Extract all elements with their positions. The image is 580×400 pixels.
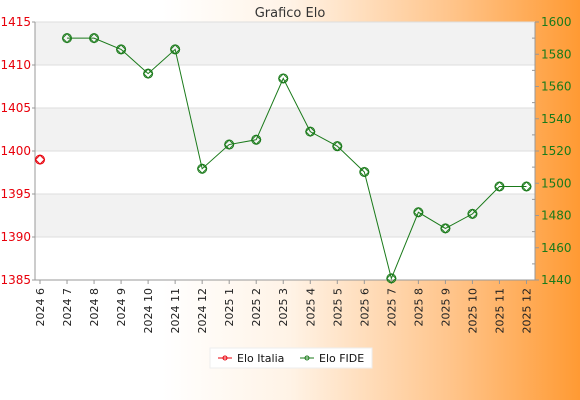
plot-band [35,108,535,151]
data-point-diamond [223,139,235,150]
right-tick-label: 1560 [541,80,572,94]
right-tick-label: 1520 [541,144,572,158]
right-tick-label: 1580 [541,47,572,61]
plot-band [35,22,535,65]
data-point-diamond [142,68,154,79]
x-tick-label: 2025 2 [250,288,263,327]
x-tick-label: 2025 11 [493,288,506,334]
x-tick-label: 2024 10 [142,288,155,334]
data-point-diamond [440,223,451,234]
x-tick-label: 2024 8 [88,288,101,327]
data-point-diamond [61,32,73,44]
x-tick-label: 2025 8 [412,288,425,327]
legend-box [209,347,373,369]
data-point-diamond [494,181,505,192]
x-tick-label: 2025 10 [466,288,479,334]
left-tick-label: 1410 [0,58,31,72]
right-tick-label: 1540 [541,112,572,126]
right-tick-label: 1480 [541,209,572,223]
plot-band [35,237,535,280]
left-tick-label: 1390 [0,230,31,244]
chart-title: Grafico Elo [255,6,326,21]
series-line [67,37,527,280]
x-tick-label: 2024 6 [34,288,47,327]
x-tick-label: 2024 12 [196,288,209,334]
legend-label: Elo FIDE [319,352,364,365]
x-tick-label: 2025 4 [304,288,317,327]
data-point-diamond [278,73,289,84]
right-tick-label: 1440 [541,273,572,287]
data-point-diamond [467,208,478,220]
legend-marker [304,355,310,361]
x-tick-label: 2025 5 [331,288,344,327]
data-point-diamond [251,134,262,145]
x-tick-label: 2025 7 [385,288,398,327]
right-tick-label: 1460 [541,241,572,255]
data-point-diamond [196,163,208,174]
left-tick-label: 1395 [0,187,31,201]
left-tick-label: 1385 [0,273,31,287]
x-tick-label: 2024 7 [61,288,74,327]
data-point-diamond [386,273,397,284]
data-point-diamond [359,166,370,178]
data-point-diamond [34,154,46,165]
legend-marker [222,355,228,361]
x-tick-label: 2024 9 [115,288,128,327]
right-tick-label: 1500 [541,176,572,190]
plot-band [35,151,535,194]
data-point-diamond [169,44,181,55]
plot-band [35,65,535,108]
left-tick-label: 1400 [0,144,31,158]
data-point-diamond [305,126,316,137]
data-point-diamond [332,140,343,152]
data-point-diamond [413,207,424,218]
right-tick-label: 1600 [541,15,572,29]
x-tick-label: 2024 11 [169,288,182,334]
x-tick-label: 2025 3 [277,288,290,327]
left-tick-label: 1415 [0,15,31,29]
data-point-diamond [521,181,532,192]
data-point-diamond [88,32,100,44]
plot-band [35,194,535,237]
x-tick-label: 2025 12 [520,288,533,334]
x-tick-label: 2025 9 [439,288,452,327]
data-point-diamond [115,44,127,55]
x-tick-label: 2025 1 [223,288,236,327]
legend-label: Elo Italia [237,352,284,365]
x-tick-label: 2025 6 [358,288,371,327]
left-tick-label: 1405 [0,101,31,115]
